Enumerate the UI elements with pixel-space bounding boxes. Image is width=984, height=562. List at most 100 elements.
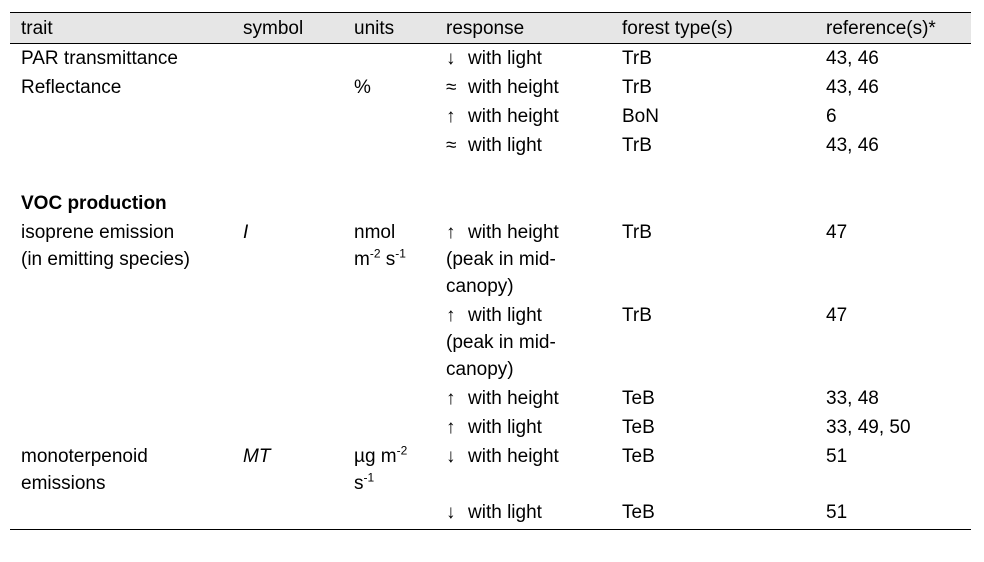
response-text: with height <box>468 446 559 467</box>
section-heading-voc: VOC production <box>21 193 167 214</box>
units-text: s <box>380 249 396 270</box>
up-arrow-icon: ↑ <box>446 106 456 127</box>
units-cell <box>343 384 435 413</box>
reference-cell: 33, 49, 50 <box>826 417 911 438</box>
reference-cell: 43, 46 <box>826 135 879 156</box>
forest-cell: BoN <box>622 106 659 127</box>
symbol-cell <box>232 73 343 102</box>
forest-cell: TeB <box>622 446 655 467</box>
down-arrow-icon: ↓ <box>446 502 456 523</box>
forest-cell: TeB <box>611 498 815 530</box>
symbol-cell <box>232 498 343 530</box>
up-arrow-icon: ↑ <box>446 388 456 409</box>
table-header: trait symbol units response forest type(… <box>10 12 971 44</box>
up-arrow-icon: ↑ <box>446 222 456 243</box>
symbol-cell <box>232 413 343 442</box>
forest-cell: TrB <box>622 135 652 156</box>
trait-cell: monoterpenoid emissions <box>21 446 148 494</box>
units-cell <box>343 131 435 160</box>
units-text: µg m <box>354 446 397 467</box>
units-exponent: -1 <box>395 246 406 261</box>
forest-cell: TrB <box>622 48 652 69</box>
trait-cell <box>10 384 232 413</box>
units-text: s <box>354 473 364 494</box>
response-cell: ↑ with light <box>435 413 611 442</box>
trait-cell <box>10 413 232 442</box>
symbol-cell: MT <box>243 446 271 467</box>
section-row: VOC production <box>10 189 971 218</box>
up-arrow-icon: ↑ <box>446 417 456 438</box>
trait-cell <box>10 102 232 131</box>
table-row: PAR transmittance ↓ with light TrB 43, 46 <box>10 44 971 74</box>
response-cell: ↑ with height <box>435 102 611 131</box>
units-cell <box>343 498 435 530</box>
symbol-cell <box>232 102 343 131</box>
response-text: with height <box>468 77 559 98</box>
units-cell <box>343 413 435 442</box>
units-text: nmol m <box>354 222 396 270</box>
table-body: PAR transmittance ↓ with light TrB 43, 46… <box>10 44 971 530</box>
trait-cell: isoprene emission (in emitting species) <box>21 222 190 270</box>
response-cell: ↑ with height <box>435 384 611 413</box>
down-arrow-icon: ↓ <box>446 446 456 467</box>
response-cell: ↑ with light (peak in mid- canopy) <box>435 301 611 384</box>
response-cell: ↓ with light <box>435 498 611 530</box>
units-exponent: -1 <box>363 470 375 485</box>
table-row: ↑ with light (peak in mid- canopy) TrB 47 <box>10 301 971 384</box>
approx-equal-icon: ≈ <box>446 77 457 98</box>
header-row: trait symbol units response forest type(… <box>10 12 971 44</box>
table-row: ↑ with light TeB 33, 49, 50 <box>10 413 971 442</box>
reference-cell: 33, 48 <box>826 388 879 409</box>
reference-cell: 47 <box>826 305 848 326</box>
spacer-row <box>10 160 971 189</box>
approx-equal-icon: ≈ <box>446 135 457 156</box>
units-cell <box>343 301 435 384</box>
trait-cell <box>10 498 232 530</box>
header-forest-type: forest type(s) <box>611 12 815 44</box>
table-row: monoterpenoid emissions MT µg m-2 s-1 ↓ w… <box>10 442 971 498</box>
response-text: with light <box>468 135 542 156</box>
response-text: with height (peak in mid- canopy) <box>446 222 559 297</box>
table-row: ≈ with light TrB 43, 46 <box>10 131 971 160</box>
symbol-cell <box>232 384 343 413</box>
trait-cell: Reflectance <box>21 77 122 98</box>
units-exponent: -2 <box>369 246 381 261</box>
header-response: response <box>435 12 611 44</box>
spacer-cell <box>10 160 971 189</box>
response-cell: ↑ with height (peak in mid- canopy) <box>435 218 611 301</box>
units-cell: % <box>354 77 371 98</box>
header-units: units <box>343 12 435 44</box>
trait-table: trait symbol units response forest type(… <box>10 12 971 530</box>
table-row: isoprene emission (in emitting species) … <box>10 218 971 301</box>
response-cell: ↓ with height <box>435 442 611 498</box>
reference-cell: 51 <box>815 498 971 530</box>
units-exponent: -2 <box>396 443 408 458</box>
down-arrow-icon: ↓ <box>446 48 456 69</box>
units-cell: nmol m-2 s-1 <box>343 218 435 301</box>
response-text: with light (peak in mid- canopy) <box>446 305 556 380</box>
table-row: ↓ with light TeB 51 <box>10 498 971 530</box>
symbol-cell: I <box>243 222 249 243</box>
units-cell <box>343 44 435 74</box>
reference-cell: 51 <box>826 446 848 467</box>
reference-cell: 43, 46 <box>826 77 879 98</box>
table-row: Reflectance % ≈ with height TrB 43, 46 <box>10 73 971 102</box>
trait-cell: PAR transmittance <box>21 48 178 69</box>
symbol-cell <box>232 301 343 384</box>
header-symbol: symbol <box>232 12 343 44</box>
header-trait: trait <box>10 12 232 44</box>
response-cell: ≈ with light <box>435 131 611 160</box>
symbol-cell <box>232 131 343 160</box>
reference-cell: 6 <box>826 106 837 127</box>
reference-cell: 47 <box>826 222 848 243</box>
up-arrow-icon: ↑ <box>446 305 456 326</box>
header-references: reference(s)* <box>815 12 971 44</box>
response-text: with light <box>468 502 542 523</box>
reference-cell: 43, 46 <box>826 48 879 69</box>
units-cell <box>343 102 435 131</box>
symbol-cell <box>232 44 343 74</box>
response-cell: ≈ with height <box>435 73 611 102</box>
forest-cell: TeB <box>622 388 655 409</box>
forest-cell: TrB <box>622 305 652 326</box>
